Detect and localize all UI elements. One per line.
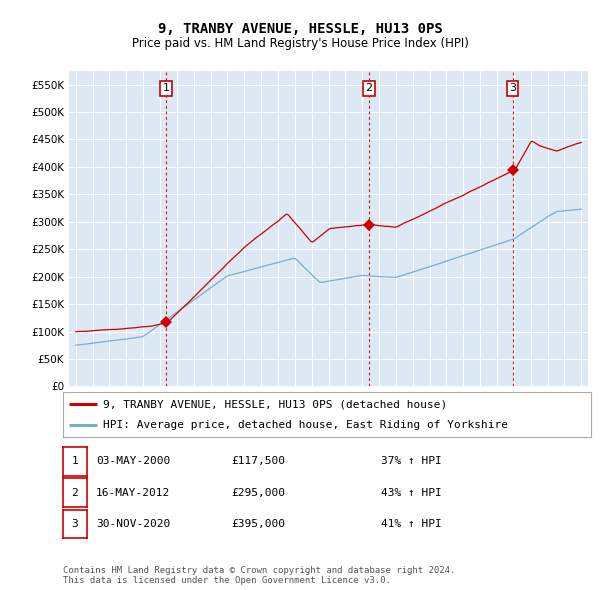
Text: £295,000: £295,000 [231, 488, 285, 497]
Text: 9, TRANBY AVENUE, HESSLE, HU13 0PS: 9, TRANBY AVENUE, HESSLE, HU13 0PS [158, 22, 442, 37]
Text: 41% ↑ HPI: 41% ↑ HPI [381, 519, 442, 529]
Text: Price paid vs. HM Land Registry's House Price Index (HPI): Price paid vs. HM Land Registry's House … [131, 37, 469, 50]
Text: £395,000: £395,000 [231, 519, 285, 529]
Text: 1: 1 [163, 83, 170, 93]
Text: 2: 2 [365, 83, 372, 93]
Text: 37% ↑ HPI: 37% ↑ HPI [381, 457, 442, 466]
Text: 16-MAY-2012: 16-MAY-2012 [96, 488, 170, 497]
Text: 2: 2 [71, 488, 79, 497]
Text: £117,500: £117,500 [231, 457, 285, 466]
Text: 30-NOV-2020: 30-NOV-2020 [96, 519, 170, 529]
Text: 1: 1 [71, 457, 79, 466]
Text: HPI: Average price, detached house, East Riding of Yorkshire: HPI: Average price, detached house, East… [103, 419, 508, 430]
Text: Contains HM Land Registry data © Crown copyright and database right 2024.
This d: Contains HM Land Registry data © Crown c… [63, 566, 455, 585]
Text: 43% ↑ HPI: 43% ↑ HPI [381, 488, 442, 497]
Text: 3: 3 [71, 519, 79, 529]
Text: 3: 3 [509, 83, 516, 93]
Text: 03-MAY-2000: 03-MAY-2000 [96, 457, 170, 466]
Text: 9, TRANBY AVENUE, HESSLE, HU13 0PS (detached house): 9, TRANBY AVENUE, HESSLE, HU13 0PS (deta… [103, 399, 447, 409]
